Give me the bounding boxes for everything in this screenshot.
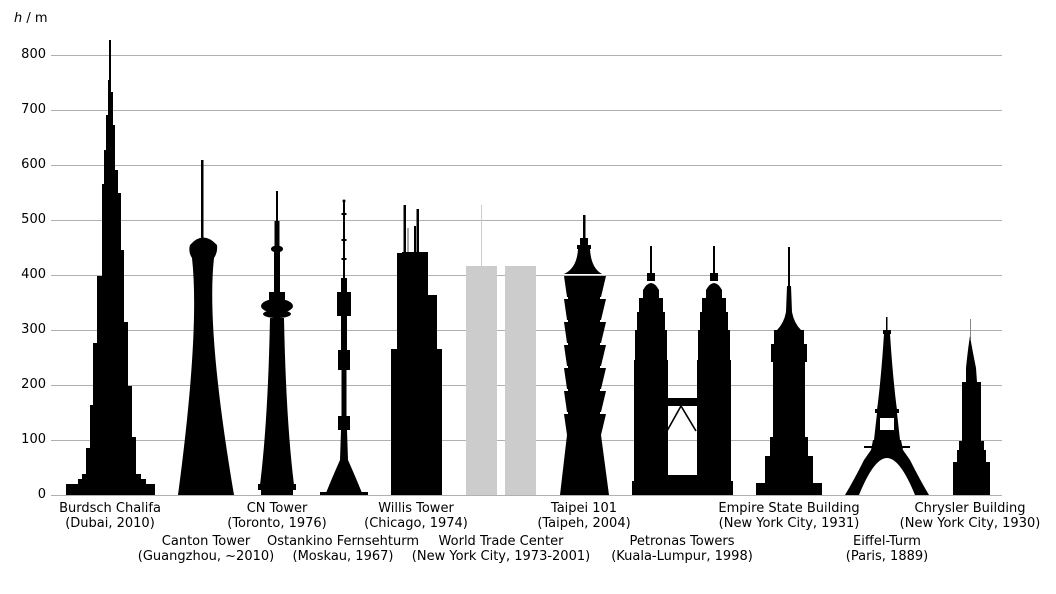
chrysler-building-silhouette [953,319,990,495]
building-name: Burdsch Chalifa [59,501,161,516]
building-name: Taipei 101 [550,501,618,516]
building-location-year: (New York City, 1931) [718,516,860,531]
canton-tower-silhouette [178,160,234,495]
y-tick-700: 700 [21,102,46,117]
world-trade-center-silhouette [466,205,536,495]
cn-tower-silhouette [258,191,296,495]
building-location-year: (Moskau, 1967) [292,549,394,564]
building-location-year: (New York City, 1930) [899,516,1041,531]
y-axis-label: h / m [14,11,48,26]
y-tick-100: 100 [21,432,46,447]
building-name: Empire State Building [718,501,860,516]
building-location-year: (Guangzhou, ~2010) [137,549,275,564]
label-ostankino-tower: Ostankino Fernsehturm (Moskau, 1967) [267,534,419,564]
building-location-year: (New York City, 1973-2001) [411,549,591,564]
building-location-year: (Kuala-Lumpur, 1998) [611,549,753,564]
y-tick-200: 200 [21,377,46,392]
y-tick-0: 0 [37,487,46,502]
building-name: Willis Tower [378,501,454,516]
y-axis-label-unit: / m [22,11,48,26]
building-location-year: (Paris, 1889) [845,549,929,564]
label-taipei-101: Taipei 101 (Taipeh, 2004) [537,501,630,531]
building-location-year: (Taipeh, 2004) [537,516,631,531]
empire-state-building-silhouette [756,247,822,495]
label-chrysler-building: Chrysler Building (New York City, 1930) [900,501,1041,531]
building-name: Petronas Towers [629,534,735,549]
building-location-year: (Chicago, 1974) [364,516,468,531]
building-name: CN Tower [246,501,308,516]
label-canton-tower: Canton Tower (Guangzhou, ~2010) [138,534,274,564]
y-tick-500: 500 [21,212,46,227]
y-axis-label-symbol: h [14,11,23,26]
y-tick-800: 800 [21,47,46,62]
label-burj-khalifa: Burdsch Chalifa (Dubai, 2010) [59,501,161,531]
building-name: Chrysler Building [914,501,1026,516]
y-tick-600: 600 [21,157,46,172]
label-cn-tower: CN Tower (Toronto, 1976) [227,501,326,531]
building-location-year: (Dubai, 2010) [65,516,155,531]
taipei-101-silhouette [560,215,609,495]
petronas-towers-silhouette [632,246,733,495]
label-petronas-towers: Petronas Towers (Kuala-Lumpur, 1998) [611,534,753,564]
building-name: Eiffel-Turm [853,534,921,549]
label-empire-state-building: Empire State Building (New York City, 193… [718,501,859,531]
willis-tower-silhouette [391,205,442,495]
label-world-trade-center: World Trade Center (New York City, 1973-2… [412,534,590,564]
building-location-year: (Toronto, 1976) [227,516,327,531]
label-eiffel-tower: Eiffel-Turm (Paris, 1889) [846,534,928,564]
burj-khalifa-silhouette [66,40,155,495]
building-name: World Trade Center [438,534,564,549]
label-willis-tower: Willis Tower (Chicago, 1974) [364,501,468,531]
eiffel-tower-silhouette [845,317,929,495]
building-name: Canton Tower [161,534,251,549]
ostankino-tower-silhouette [320,199,368,495]
y-tick-300: 300 [21,322,46,337]
building-name: Ostankino Fernsehturm [266,534,420,549]
y-tick-400: 400 [21,267,46,282]
